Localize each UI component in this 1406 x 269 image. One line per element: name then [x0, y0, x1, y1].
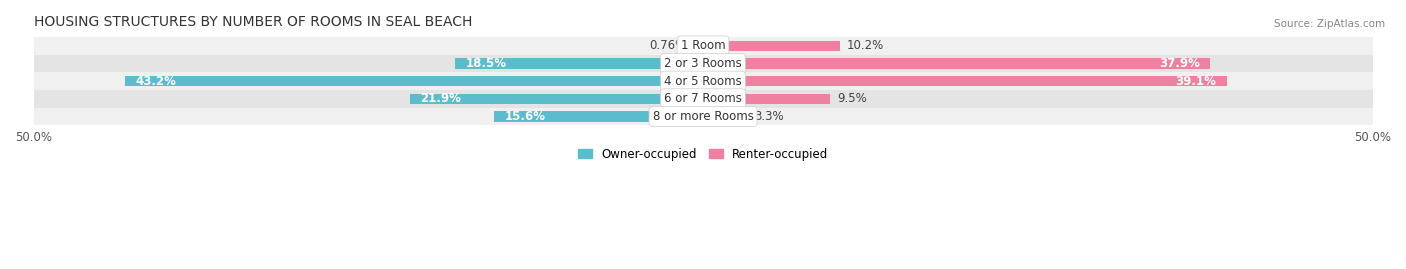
Bar — [409, 94, 703, 104]
Text: 1 Room: 1 Room — [681, 40, 725, 52]
Text: 2 or 3 Rooms: 2 or 3 Rooms — [664, 57, 742, 70]
Text: 39.1%: 39.1% — [1175, 75, 1216, 88]
Text: 6 or 7 Rooms: 6 or 7 Rooms — [664, 92, 742, 105]
Text: HOUSING STRUCTURES BY NUMBER OF ROOMS IN SEAL BEACH: HOUSING STRUCTURES BY NUMBER OF ROOMS IN… — [34, 15, 472, 29]
Bar — [703, 58, 1211, 69]
Bar — [34, 72, 1372, 90]
Bar — [34, 55, 1372, 72]
Text: Source: ZipAtlas.com: Source: ZipAtlas.com — [1274, 19, 1385, 29]
Bar — [703, 41, 839, 51]
Text: 18.5%: 18.5% — [465, 57, 508, 70]
Text: 21.9%: 21.9% — [420, 92, 461, 105]
Bar — [693, 41, 703, 51]
Legend: Owner-occupied, Renter-occupied: Owner-occupied, Renter-occupied — [572, 143, 834, 165]
Text: 37.9%: 37.9% — [1159, 57, 1199, 70]
Text: 10.2%: 10.2% — [846, 40, 883, 52]
Text: 4 or 5 Rooms: 4 or 5 Rooms — [664, 75, 742, 88]
Bar — [494, 111, 703, 122]
Text: 43.2%: 43.2% — [135, 75, 176, 88]
Bar — [703, 111, 747, 122]
Bar — [703, 94, 830, 104]
Text: 15.6%: 15.6% — [505, 110, 546, 123]
Bar — [125, 76, 703, 86]
Bar — [34, 90, 1372, 108]
Bar — [34, 37, 1372, 55]
Text: 9.5%: 9.5% — [837, 92, 866, 105]
Text: 0.76%: 0.76% — [650, 40, 686, 52]
Text: 3.3%: 3.3% — [754, 110, 783, 123]
Bar — [34, 108, 1372, 125]
Bar — [703, 76, 1226, 86]
Bar — [456, 58, 703, 69]
Text: 8 or more Rooms: 8 or more Rooms — [652, 110, 754, 123]
